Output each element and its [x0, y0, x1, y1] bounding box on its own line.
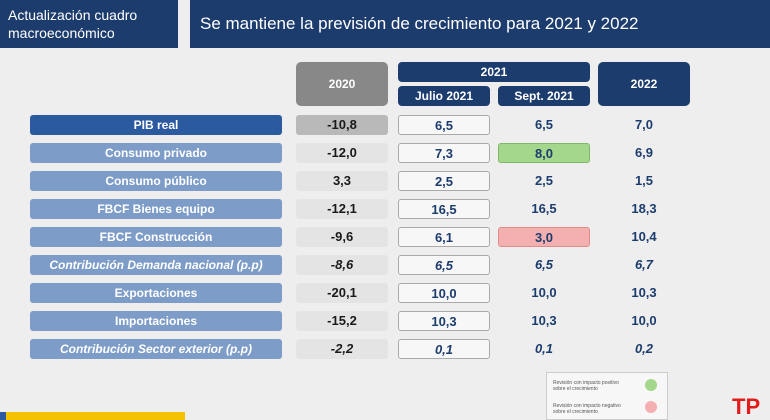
cell-sept-2021: 2,5 — [534, 173, 554, 188]
column-header-2022: 2022 — [598, 62, 690, 106]
legend-negative-swatch — [645, 401, 657, 413]
column-header-2021: 2021 — [398, 62, 590, 82]
cell-2020: -8,6 — [296, 255, 388, 275]
section-title-line2: macroeconómico — [8, 25, 115, 41]
cell-2022: 0,2 — [634, 341, 654, 356]
cell-julio-2021: 0,1 — [398, 339, 490, 359]
cell-2020: -10,8 — [296, 115, 388, 135]
cell-sept-2021-negative: 3,0 — [498, 227, 590, 247]
cell-julio-2021: 10,3 — [398, 311, 490, 331]
table-row: FBCF Bienes equipo -12,1 16,5 16,5 18,3 — [0, 199, 770, 221]
cell-sept-2021: 6,5 — [534, 257, 554, 272]
table-row: Exportaciones -20,1 10,0 10,0 10,3 — [0, 283, 770, 305]
cell-2022: 10,4 — [631, 229, 657, 244]
row-label: PIB real — [30, 115, 282, 135]
cell-2020: -9,6 — [296, 227, 388, 247]
table-row: PIB real -10,8 6,5 6,5 7,0 — [0, 115, 770, 137]
cell-julio-2021: 2,5 — [398, 171, 490, 191]
table-row: Importaciones -15,2 10,3 10,3 10,0 — [0, 311, 770, 333]
table-row: Consumo público 3,3 2,5 2,5 1,5 — [0, 171, 770, 193]
cell-2020: -12,0 — [296, 143, 388, 163]
table-row: Contribución Demanda nacional (p.p) -8,6… — [0, 255, 770, 277]
cell-2022: 6,9 — [634, 145, 654, 160]
legend-positive-text: Revisión con impacto positivo sobre el c… — [553, 380, 619, 392]
legend-negative-text: Revisión con impacto negativo sobre el c… — [553, 403, 621, 415]
cell-julio-2021: 16,5 — [398, 199, 490, 219]
row-label: Contribución Demanda nacional (p.p) — [30, 255, 282, 275]
cell-2020: -2,2 — [296, 339, 388, 359]
cell-2022: 1,5 — [634, 173, 654, 188]
bottom-stripe — [0, 412, 185, 420]
legend-positive-swatch — [645, 379, 657, 391]
cell-2022: 10,0 — [631, 313, 657, 328]
column-header-2020: 2020 — [296, 62, 388, 106]
cell-sept-2021: 0,1 — [534, 341, 554, 356]
cell-2022: 18,3 — [631, 201, 657, 216]
cell-sept-2021-positive: 8,0 — [498, 143, 590, 163]
row-label: Consumo público — [30, 171, 282, 191]
row-label: Contribución Sector exterior (p.p) — [30, 339, 282, 359]
cell-julio-2021: 10,0 — [398, 283, 490, 303]
legend: Revisión con impacto positivo sobre el c… — [546, 372, 668, 420]
row-label: Consumo privado — [30, 143, 282, 163]
table-row: Contribución Sector exterior (p.p) -2,2 … — [0, 339, 770, 361]
cell-2020: -20,1 — [296, 283, 388, 303]
cell-sept-2021: 16,5 — [531, 201, 557, 216]
row-label: FBCF Bienes equipo — [30, 199, 282, 219]
cell-julio-2021: 6,5 — [398, 115, 490, 135]
slide-title: Se mantiene la previsión de crecimiento … — [190, 0, 770, 48]
cell-2022: 7,0 — [634, 117, 654, 132]
cell-2020: -12,1 — [296, 199, 388, 219]
table-row: FBCF Construcción -9,6 6,1 3,0 10,4 — [0, 227, 770, 249]
cell-2020: -15,2 — [296, 311, 388, 331]
cell-sept-2021: 6,5 — [534, 117, 554, 132]
cell-julio-2021: 6,1 — [398, 227, 490, 247]
cell-2020: 3,3 — [296, 171, 388, 191]
cell-julio-2021: 7,3 — [398, 143, 490, 163]
cell-julio-2021: 6,5 — [398, 255, 490, 275]
column-header-julio-2021: Julio 2021 — [398, 86, 490, 106]
row-label: Exportaciones — [30, 283, 282, 303]
cell-sept-2021: 10,0 — [531, 285, 557, 300]
logo: TP — [732, 394, 761, 419]
cell-2022: 6,7 — [634, 257, 654, 272]
table-row: Consumo privado -12,0 7,3 8,0 6,9 — [0, 143, 770, 165]
section-title: Actualización cuadro macroeconómico — [0, 0, 178, 48]
column-header-sept-2021: Sept. 2021 — [498, 86, 590, 106]
row-label: Importaciones — [30, 311, 282, 331]
cell-2022: 10,3 — [631, 285, 657, 300]
section-title-line1: Actualización cuadro — [8, 7, 138, 23]
cell-sept-2021: 10,3 — [531, 313, 557, 328]
row-label: FBCF Construcción — [30, 227, 282, 247]
